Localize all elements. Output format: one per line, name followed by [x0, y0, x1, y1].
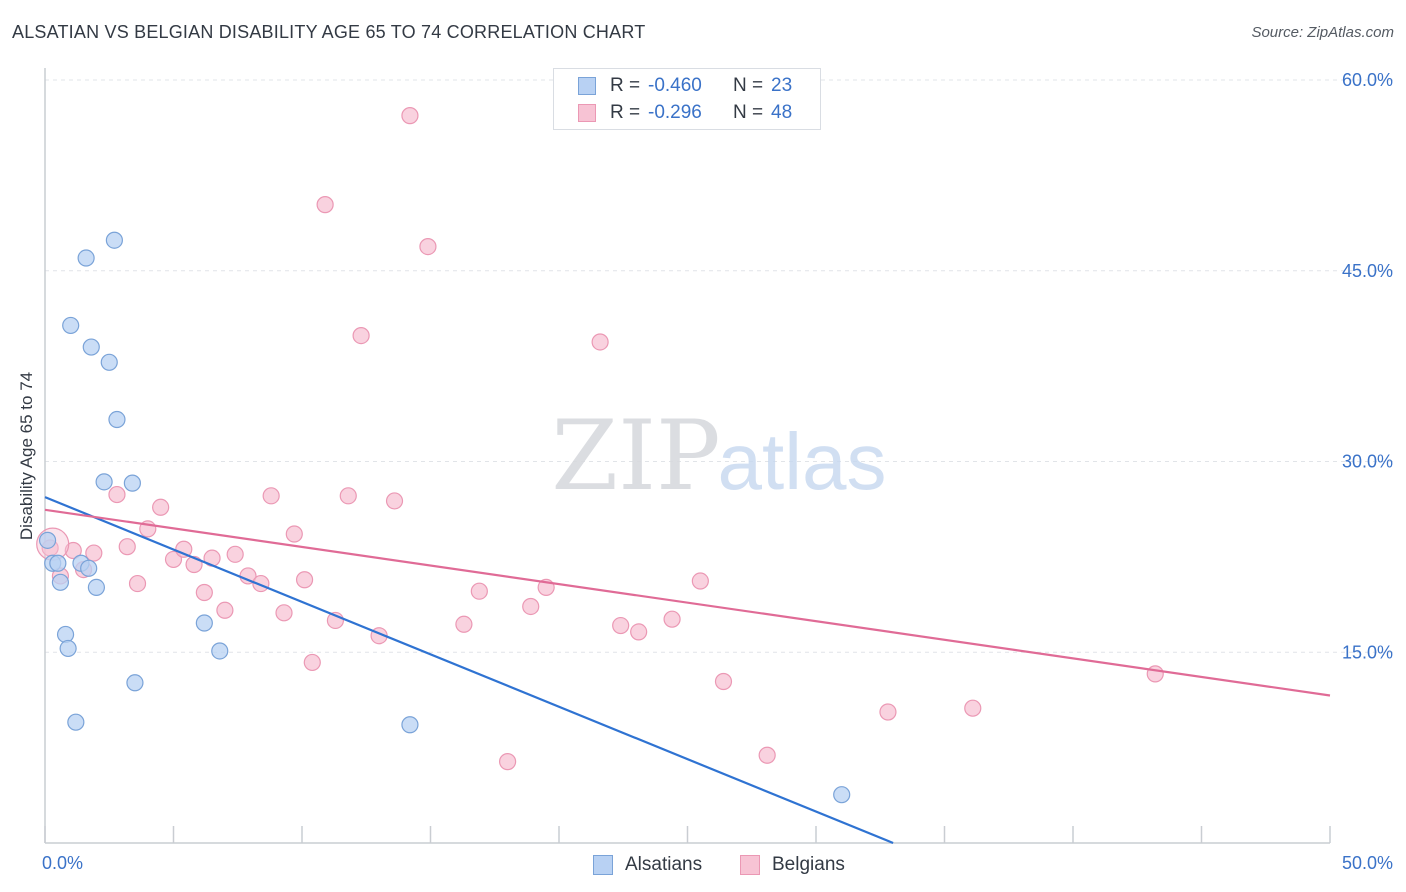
n-value: 48 [771, 102, 793, 123]
y-tick-label: 15.0% [1342, 642, 1393, 662]
gridlines [45, 79, 1393, 653]
alsatians-legend-label: Alsatians [625, 854, 703, 875]
alsatian-point [87, 578, 106, 596]
belgian-point [630, 623, 648, 641]
belgian-point [522, 597, 540, 616]
alsatian-point [56, 625, 75, 644]
alsatian-point [82, 338, 100, 356]
data-points [36, 107, 1164, 804]
chart-title: ALSATIAN VS BELGIAN DISABILITY AGE 65 TO… [12, 22, 646, 42]
watermark-zip: ZIP [551, 400, 720, 512]
alsatian-point [67, 713, 85, 731]
belgian-point [164, 550, 183, 569]
alsatian-point [211, 642, 229, 660]
belgian-point [470, 582, 488, 600]
alsatian-point [123, 474, 141, 492]
belgian-point [385, 492, 404, 510]
belgian-point [152, 498, 170, 516]
belgian-point [118, 538, 136, 556]
alsatians-legend-swatch [593, 855, 613, 875]
belgian-point [216, 601, 234, 619]
belgian-point [108, 485, 126, 504]
belgian-point [591, 333, 609, 351]
belgian-point [691, 572, 709, 590]
belgians-legend-label: Belgians [772, 854, 845, 875]
alsatian-point [80, 559, 98, 577]
alsatian-point [195, 614, 213, 632]
belgian-point [262, 487, 280, 505]
legend-item-belgians[interactable]: Belgians [740, 852, 845, 878]
belgian-point [419, 237, 437, 256]
r-value: -0.460 [648, 75, 702, 96]
alsatian-point [77, 249, 95, 267]
belgian-point [714, 672, 733, 691]
belgian-point [85, 544, 103, 562]
belgian-point [303, 653, 321, 672]
r-value: -0.296 [648, 102, 702, 123]
x-tick-label-right: 50.0% [1342, 853, 1393, 873]
y-tick-label: 60.0% [1342, 70, 1393, 90]
belgian-point [128, 574, 147, 593]
belgian-point [455, 615, 473, 633]
alsatian-point [401, 716, 419, 734]
r-label: R = [610, 75, 641, 96]
y-tick-label: 30.0% [1342, 452, 1393, 472]
n-label: N = [733, 102, 764, 123]
alsatian-point [59, 639, 77, 658]
belgians-trend-line [44, 508, 1331, 697]
legend-row-belgians: R = -0.296 N = 48 [578, 100, 792, 126]
alsatian-point [51, 573, 70, 591]
belgian-point [339, 487, 357, 505]
watermark: ZIP atlas [551, 400, 886, 512]
belgian-point [295, 571, 314, 589]
belgians-legend-swatch [740, 855, 760, 875]
belgian-point [1146, 665, 1164, 683]
alsatian-point [126, 674, 144, 692]
belgian-point [226, 545, 244, 563]
alsatians-swatch [578, 77, 596, 95]
belgian-point [499, 753, 517, 771]
belgian-point [758, 746, 776, 764]
alsatian-point [100, 353, 118, 371]
alsatians-trend-line [44, 496, 894, 845]
belgian-point [663, 610, 681, 628]
alsatian-point [49, 554, 67, 572]
series-legend: Alsatians Belgians [0, 852, 1406, 878]
belgian-point [316, 196, 334, 214]
belgian-point [195, 583, 213, 602]
tick-labels: 15.0% 30.0% 45.0% 60.0% 0.0% 50.0% [42, 70, 1393, 873]
n-label: N = [733, 75, 764, 96]
alsatian-point [95, 473, 113, 491]
watermark-atlas: atlas [718, 417, 887, 506]
belgian-point [401, 107, 419, 125]
trend-lines [44, 496, 1331, 845]
n-value: 23 [771, 75, 793, 96]
x-tick-label-left: 0.0% [42, 853, 83, 873]
legend-item-alsatians[interactable]: Alsatians [593, 852, 702, 878]
alsatian-point [105, 231, 123, 249]
alsatian-point [833, 786, 851, 804]
alsatian-point [108, 410, 126, 429]
y-tick-label: 45.0% [1342, 261, 1393, 281]
alsatian-point [38, 531, 57, 549]
belgian-point [964, 699, 982, 717]
alsatian-point [62, 316, 80, 335]
belgian-point [285, 525, 303, 543]
chart-source: Source: ZipAtlas.com [1251, 24, 1394, 41]
belgian-point [612, 616, 630, 635]
belgian-point [879, 703, 897, 721]
r-label: R = [610, 102, 641, 123]
correlation-legend: R = -0.460 N = 23 R = -0.296 N = 48 [553, 68, 821, 130]
belgian-point [352, 327, 370, 345]
belgian-point [64, 541, 82, 560]
legend-row-alsatians: R = -0.460 N = 23 [578, 73, 792, 99]
belgians-swatch [578, 104, 596, 122]
belgian-point [275, 604, 293, 622]
axes [44, 68, 1331, 844]
